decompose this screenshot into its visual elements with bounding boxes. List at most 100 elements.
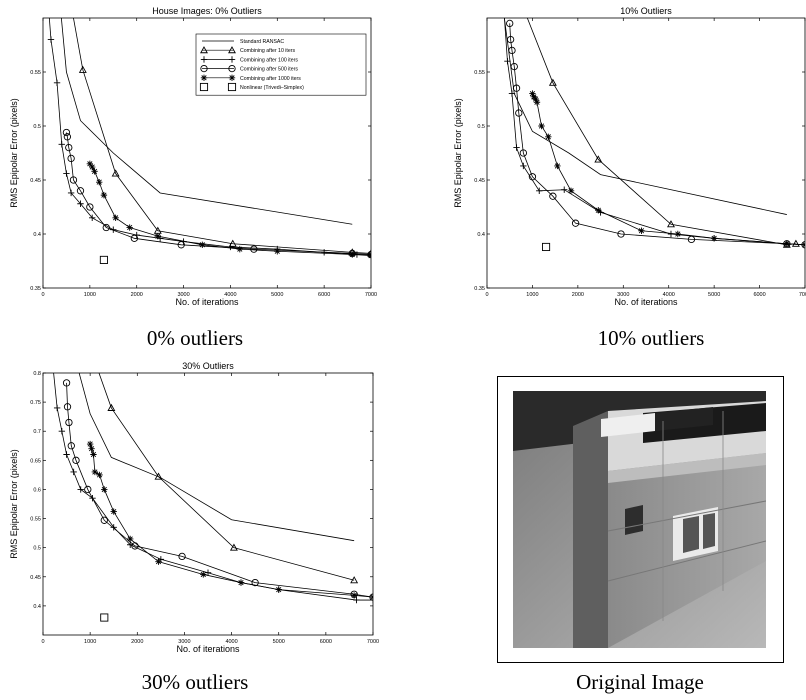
legend-label: Nonlinear (Trivedi–Simplex) [240, 85, 304, 91]
plot-10-outliers: 10% Outliers 0 1000 2000 3000 4000 5000 6000 70 0… [453, 6, 806, 307]
data-point-4 [533, 99, 541, 106]
data-point-3 [617, 230, 625, 238]
data-point-4 [126, 224, 133, 231]
data-point-3 [178, 552, 186, 561]
legend-marker [199, 82, 209, 92]
data-point-5 [542, 242, 551, 252]
caption-0-outliers: 0% outliers [146, 326, 244, 350]
data-point-4 [200, 571, 207, 578]
original-image-frame [497, 376, 784, 663]
data-point-3 [65, 418, 73, 427]
data-point-4 [529, 90, 536, 97]
x-tick-label: 6000 [318, 292, 330, 298]
data-point-3 [63, 133, 72, 141]
legend-label: Standard RANSAC [240, 39, 284, 45]
y-tick-label: 0.35 [30, 286, 41, 292]
data-point-2 [353, 596, 360, 604]
series-line-3 [66, 132, 371, 255]
data-point-2 [77, 200, 84, 207]
data-point-4 [674, 230, 681, 238]
data-point-3 [508, 46, 516, 55]
data-point-2 [53, 79, 61, 86]
x-tick-label: 0 [41, 292, 44, 298]
data-point-2 [70, 468, 77, 476]
data-point-2 [67, 189, 75, 197]
x-tick-label: 2000 [131, 292, 143, 298]
data-point-2 [63, 170, 70, 177]
legend-box [195, 33, 367, 96]
data-point-1 [78, 65, 87, 73]
plot-0-outliers: House Images: 0% Outliers 0 1000 2000 3000 40… [9, 6, 377, 307]
y-tick-label: 0.55 [30, 70, 41, 76]
x-tick-label: 1000 [526, 292, 538, 298]
y-tick-label: 0.7 [33, 429, 41, 435]
chart-title: 10% Outliers [620, 6, 672, 16]
data-point-4 [237, 579, 245, 586]
data-point-3 [251, 578, 259, 587]
data-point-4 [545, 133, 552, 140]
x-tick-label: 0 [41, 639, 44, 645]
x-tick-label: 5000 [271, 292, 283, 298]
x-tick-label: 5000 [273, 639, 285, 645]
data-point-3 [100, 516, 108, 524]
plot-frame [486, 17, 806, 289]
data-point-2 [49, 358, 55, 364]
data-point-4 [567, 187, 575, 194]
data-point-4 [96, 471, 103, 479]
data-point-3 [86, 203, 94, 211]
series-line-1 [98, 373, 355, 581]
y-tick-label: 0.8 [33, 371, 41, 377]
y-tick-label: 0.5 [477, 124, 485, 130]
data-point-4 [88, 445, 95, 452]
data-point-4 [101, 486, 108, 493]
data-point-2 [667, 230, 675, 238]
data-point-4 [710, 235, 718, 242]
data-point-1 [92, 358, 98, 364]
y-tick-label: 0.4 [477, 232, 485, 238]
data-point-4 [127, 535, 134, 543]
data-point-1 [367, 249, 371, 257]
data-point-2 [508, 90, 516, 97]
chart-title: 30% Outliers [182, 361, 234, 371]
data-point-2 [58, 141, 65, 148]
data-point-4 [155, 558, 162, 565]
y-tick-label: 0.65 [30, 458, 41, 464]
data-point-4 [91, 168, 98, 175]
legend-marker [228, 46, 236, 54]
data-point-3 [512, 84, 521, 92]
data-point-4 [112, 214, 119, 221]
data-point-4 [638, 227, 645, 234]
data-point-2 [520, 162, 527, 170]
data-point-1 [791, 239, 800, 247]
data-point-1 [111, 169, 120, 177]
data-point-2 [58, 428, 66, 435]
y-tick-label: 0.5 [33, 124, 41, 130]
data-point-1 [594, 155, 603, 163]
series-line-0 [78, 373, 355, 542]
data-point-2 [204, 569, 212, 576]
data-point-4 [110, 508, 117, 515]
data-point-4 [350, 592, 358, 599]
data-point-4 [89, 163, 96, 171]
data-point-1 [548, 78, 557, 86]
caption-10-outliers: 10% outliers [597, 326, 705, 350]
data-point-4 [91, 468, 99, 476]
data-point-3 [62, 379, 71, 387]
data-point-5 [99, 255, 108, 264]
data-point-1 [154, 472, 163, 480]
data-point-4 [274, 248, 281, 255]
data-point-2 [513, 144, 520, 151]
data-point-1 [107, 403, 116, 411]
data-point-3 [63, 403, 72, 411]
y-axis-label: RMS Epipolar Error (pixels) [9, 98, 19, 208]
caption-30-outliers: 30% outliers [141, 670, 249, 694]
data-point-2 [110, 524, 117, 531]
x-tick-label: 3000 [617, 292, 629, 298]
x-tick-label: 4000 [663, 292, 675, 298]
series-line-3 [509, 23, 805, 246]
data-point-3 [506, 35, 515, 44]
data-point-2 [536, 187, 543, 194]
y-axis-label: RMS Epipolar Error (pixels) [9, 449, 19, 559]
data-point-4 [96, 178, 103, 186]
y-tick-label: 0.55 [30, 517, 41, 523]
